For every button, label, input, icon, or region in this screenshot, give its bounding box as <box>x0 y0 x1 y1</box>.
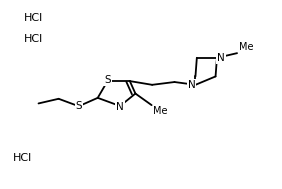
Text: Me: Me <box>239 42 254 52</box>
Text: HCl: HCl <box>24 34 43 44</box>
Text: HCl: HCl <box>24 13 43 23</box>
Text: S: S <box>104 75 111 85</box>
Text: N: N <box>217 53 225 63</box>
Text: S: S <box>75 101 82 111</box>
Text: N: N <box>188 80 195 90</box>
Text: N: N <box>116 102 124 112</box>
Text: HCl: HCl <box>13 153 32 163</box>
Text: Me: Me <box>153 106 168 116</box>
